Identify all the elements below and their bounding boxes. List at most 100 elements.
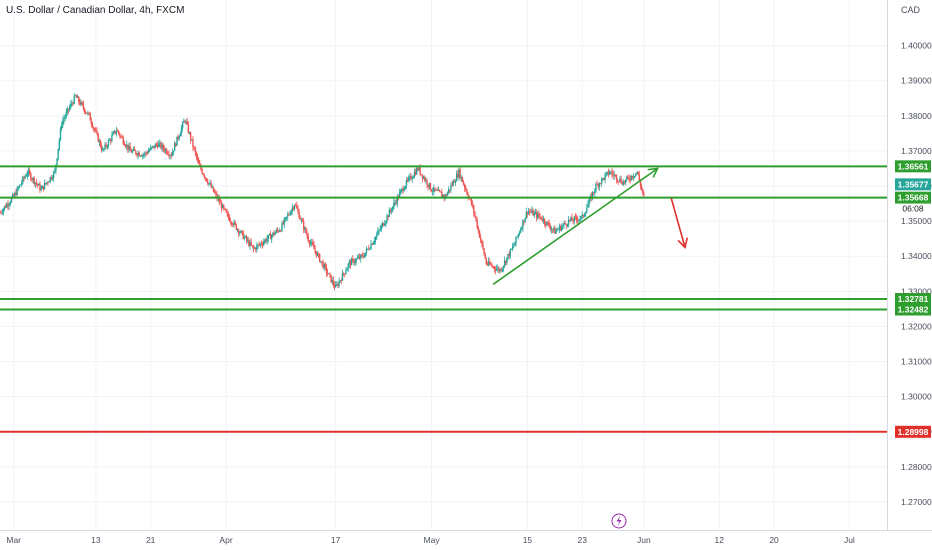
candle-body: [475, 217, 476, 221]
candle-body: [483, 248, 484, 254]
candle-body: [419, 168, 420, 175]
candle-body: [172, 152, 173, 156]
candle-body: [381, 226, 382, 230]
candle-body: [633, 177, 634, 178]
candle-body: [2, 212, 3, 213]
candle-body: [363, 257, 364, 258]
candle-body: [477, 220, 478, 228]
candle-body: [369, 249, 370, 250]
level-price-label: 1.36561: [898, 161, 929, 171]
candle-body: [325, 264, 326, 266]
candle-body: [180, 134, 181, 137]
candle-body: [139, 153, 140, 156]
candle-body: [166, 149, 167, 153]
candle-body: [230, 221, 231, 222]
candle-body: [58, 149, 59, 159]
candle-body: [241, 231, 242, 232]
candle-body: [151, 147, 152, 148]
candle-body: [534, 213, 535, 216]
candle-body: [606, 173, 607, 175]
price-tick-label: 1.27000: [901, 497, 932, 507]
candle-body: [459, 169, 460, 178]
time-tick-label: 20: [769, 535, 779, 545]
candle-body: [119, 134, 120, 137]
candle-body: [641, 186, 642, 189]
candle-body: [548, 223, 549, 226]
candle-body: [455, 181, 456, 183]
candle-body: [225, 209, 226, 212]
candle-body: [158, 144, 159, 147]
candle-body: [69, 107, 70, 110]
candle-body: [190, 133, 191, 140]
candle-body: [506, 257, 507, 263]
candle-body: [345, 271, 346, 274]
candle-body: [10, 202, 11, 204]
candle-body: [239, 233, 240, 234]
time-tick-label: Jul: [844, 535, 855, 545]
candle-body: [8, 204, 9, 206]
candle-body: [643, 193, 644, 195]
lightning-icon[interactable]: [612, 514, 626, 528]
candle-body: [474, 213, 475, 217]
candle-body: [108, 141, 109, 147]
candle-body: [187, 122, 188, 124]
candle-body: [489, 261, 490, 264]
time-tick-label: 17: [331, 535, 341, 545]
candle-body: [434, 188, 435, 190]
candle-body: [642, 189, 643, 193]
candle-body: [192, 139, 193, 147]
candle-body: [263, 242, 264, 245]
candle-body: [97, 133, 98, 141]
current-price-label: 1.35677: [898, 179, 929, 189]
candle-body: [310, 243, 311, 244]
candle-body: [195, 148, 196, 152]
candle-body: [558, 229, 559, 230]
candle-body: [601, 178, 602, 183]
candle-body: [83, 104, 84, 108]
candle-body: [121, 136, 122, 137]
candle-body: [473, 205, 474, 213]
candle-body: [181, 128, 182, 134]
candle-body: [93, 128, 94, 129]
candle-body: [379, 229, 380, 230]
candle-body: [94, 129, 95, 131]
price-tick-label: 1.38000: [901, 111, 932, 121]
candle-body: [377, 231, 378, 235]
candle-body: [634, 176, 635, 177]
candle-body: [179, 136, 180, 138]
candle-body: [229, 217, 230, 221]
candle-body: [250, 242, 251, 245]
candle-body: [514, 243, 515, 246]
candle-body: [261, 244, 262, 245]
candle-body: [561, 227, 562, 231]
candle-body: [637, 172, 638, 175]
candle-body: [134, 149, 135, 151]
candle-body: [236, 224, 237, 230]
candle-body: [297, 209, 298, 212]
candle-body: [594, 191, 595, 193]
candle-body: [274, 233, 275, 235]
candle-body: [61, 125, 62, 128]
price-tick-label: 1.34000: [901, 251, 932, 261]
candle-body: [123, 138, 124, 144]
candle-body: [578, 220, 579, 221]
time-tick-label: Jun: [637, 535, 651, 545]
candle-body: [348, 264, 349, 268]
candle-body: [148, 151, 149, 153]
candle-body: [63, 119, 64, 121]
candle-body: [555, 231, 556, 234]
candle-body: [639, 175, 640, 181]
candle-body: [403, 189, 404, 191]
price-tick-label: 1.40000: [901, 41, 932, 51]
candle-body: [281, 223, 282, 231]
candle-body: [550, 226, 551, 229]
candle-body: [40, 189, 41, 191]
candle-body: [118, 131, 119, 134]
candle-body: [462, 177, 463, 182]
candle-body: [584, 214, 585, 216]
candle-body: [579, 219, 580, 220]
candle-body: [21, 183, 22, 185]
candle-body: [587, 204, 588, 208]
